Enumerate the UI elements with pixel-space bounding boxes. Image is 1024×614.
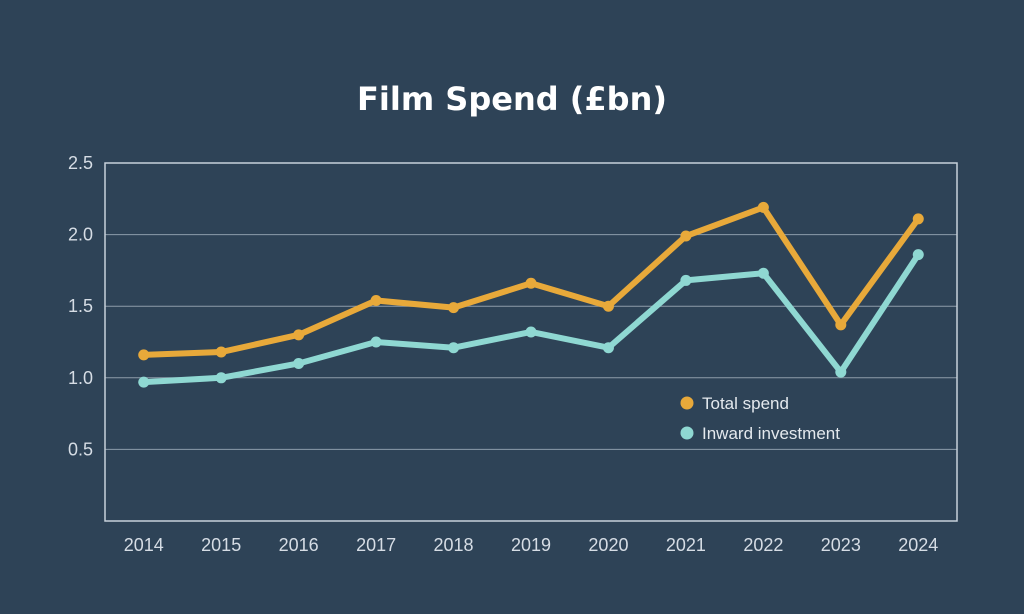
- data-point: [680, 274, 692, 286]
- legend-swatch: [680, 396, 694, 410]
- x-tick-label: 2016: [279, 535, 319, 555]
- data-point: [680, 230, 692, 242]
- y-axis-ticks: 0.5 1.0 1.5 2.0 2.5: [68, 153, 93, 459]
- data-point: [525, 326, 537, 338]
- x-tick-label: 2021: [666, 535, 706, 555]
- y-tick-label: 1.5: [68, 296, 93, 316]
- data-point: [370, 336, 382, 348]
- x-tick-label: 2014: [124, 535, 164, 555]
- data-point: [835, 319, 847, 331]
- y-tick-label: 2.5: [68, 153, 93, 173]
- x-tick-label: 2017: [356, 535, 396, 555]
- series-inward-investment: [138, 249, 924, 388]
- x-tick-label: 2019: [511, 535, 551, 555]
- data-point: [757, 267, 769, 279]
- data-point: [370, 294, 382, 306]
- series-line: [140, 251, 922, 386]
- y-tick-label: 0.5: [68, 439, 93, 459]
- data-point: [138, 349, 150, 361]
- legend-label: Total spend: [702, 394, 789, 413]
- data-point: [757, 201, 769, 213]
- data-point: [912, 249, 924, 261]
- x-tick-label: 2018: [434, 535, 474, 555]
- data-point: [525, 277, 537, 289]
- x-tick-label: 2020: [588, 535, 628, 555]
- chart-title: Film Spend (£bn): [357, 80, 667, 118]
- data-point: [602, 300, 614, 312]
- data-point: [448, 342, 460, 354]
- y-tick-label: 1.0: [68, 368, 93, 388]
- data-point: [912, 213, 924, 225]
- series-lines: [138, 201, 924, 388]
- data-point: [293, 357, 305, 369]
- data-point: [602, 342, 614, 354]
- data-point: [215, 372, 227, 384]
- data-point: [835, 366, 847, 378]
- series-total-spend: [138, 201, 924, 361]
- y-tick-label: 2.0: [68, 225, 93, 245]
- legend: Total spend Inward investment: [680, 394, 840, 443]
- plot-area-frame: [104, 162, 958, 522]
- data-point: [138, 376, 150, 388]
- x-tick-label: 2015: [201, 535, 241, 555]
- data-point: [215, 346, 227, 358]
- x-tick-label: 2024: [898, 535, 938, 555]
- x-tick-label: 2022: [743, 535, 783, 555]
- x-tick-label: 2023: [821, 535, 861, 555]
- legend-label: Inward investment: [702, 424, 840, 443]
- data-point: [293, 329, 305, 341]
- data-point: [448, 302, 460, 314]
- x-axis-ticks: 2014 2015 2016 2017 2018 2019 2020 2021 2022 2023…: [124, 535, 939, 555]
- legend-swatch: [680, 426, 694, 440]
